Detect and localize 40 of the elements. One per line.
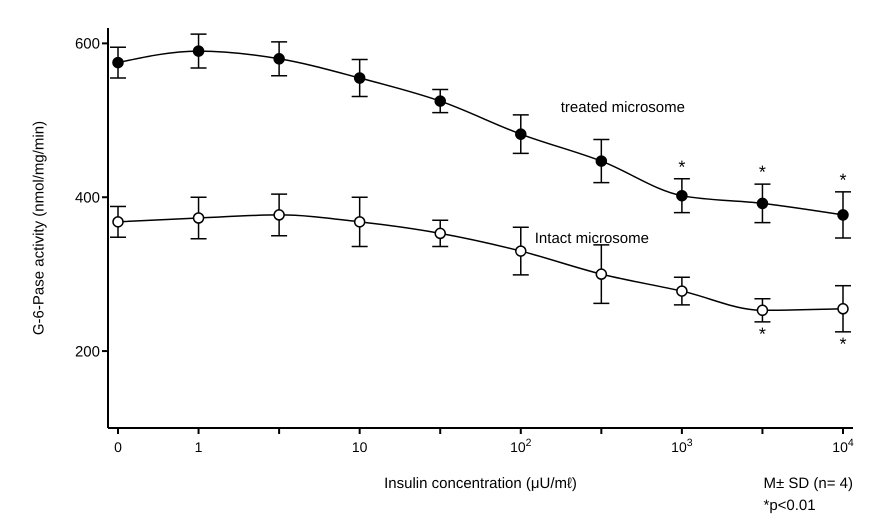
point xyxy=(676,285,688,297)
series-label: treated microsome xyxy=(560,99,685,116)
point xyxy=(515,245,527,257)
point xyxy=(273,209,285,221)
point xyxy=(192,212,204,224)
point xyxy=(756,198,768,210)
x-tick-label: 10$^{4}$ xyxy=(832,437,854,455)
x-axis-title: Insulin concentration (μU/mℓ) xyxy=(384,475,577,492)
point xyxy=(596,155,608,167)
point xyxy=(837,303,849,315)
x-tick-label: 1 xyxy=(194,439,203,455)
point xyxy=(273,53,285,65)
point xyxy=(756,304,768,316)
text: M± SD (n= 4) xyxy=(763,474,853,494)
text: *p<0.01 xyxy=(763,496,817,516)
y-tick-label: 600 xyxy=(74,36,100,53)
point xyxy=(354,216,366,228)
data-label: * xyxy=(758,162,766,182)
data-label: * xyxy=(839,170,847,190)
x-tick-label: 0 xyxy=(114,439,122,455)
point xyxy=(596,268,608,280)
point xyxy=(354,72,366,84)
data-label: * xyxy=(839,334,847,354)
point xyxy=(434,228,446,240)
y-tick-label: 400 xyxy=(74,190,100,207)
data-label: * xyxy=(758,324,766,344)
y-axis-title: G-6-Pase activity (nmol/mg/min) xyxy=(30,120,48,336)
series-label: Intact microsome xyxy=(534,230,649,248)
point xyxy=(515,128,527,140)
x-tick-label: 10$^{2}$ xyxy=(510,437,532,455)
point xyxy=(112,56,124,68)
point xyxy=(434,95,446,107)
point xyxy=(837,209,849,221)
point xyxy=(192,45,204,57)
point xyxy=(112,216,124,228)
data-label: * xyxy=(678,156,686,177)
point xyxy=(676,190,688,202)
x-tick-label: 10 xyxy=(352,439,368,455)
x-tick-label: 10$^{3}$ xyxy=(671,437,693,455)
y-tick-label: 200 xyxy=(74,343,100,360)
